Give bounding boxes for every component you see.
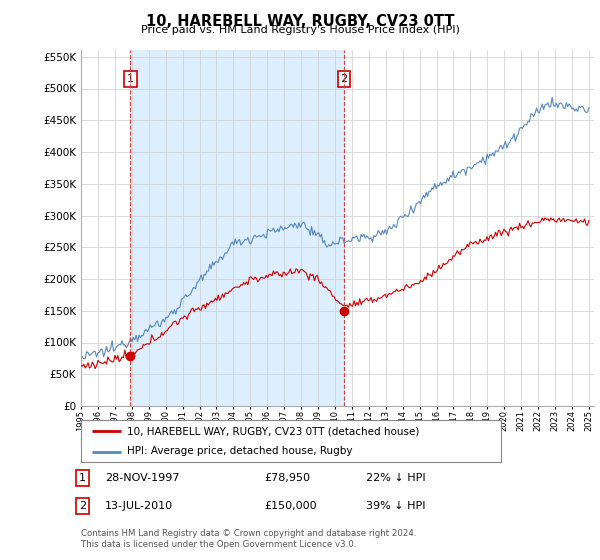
Text: 2: 2 [340, 74, 347, 84]
Text: £78,950: £78,950 [264, 473, 310, 483]
Text: HPI: Average price, detached house, Rugby: HPI: Average price, detached house, Rugb… [127, 446, 353, 456]
Text: 39% ↓ HPI: 39% ↓ HPI [366, 501, 425, 511]
Text: Contains HM Land Registry data © Crown copyright and database right 2024.
This d: Contains HM Land Registry data © Crown c… [81, 529, 416, 549]
Text: 28-NOV-1997: 28-NOV-1997 [105, 473, 179, 483]
Text: 1: 1 [79, 473, 86, 483]
Text: 2: 2 [79, 501, 86, 511]
Text: 10, HAREBELL WAY, RUGBY, CV23 0TT: 10, HAREBELL WAY, RUGBY, CV23 0TT [146, 14, 454, 29]
Text: 22% ↓ HPI: 22% ↓ HPI [366, 473, 425, 483]
Text: 10, HAREBELL WAY, RUGBY, CV23 0TT (detached house): 10, HAREBELL WAY, RUGBY, CV23 0TT (detac… [127, 426, 419, 436]
Bar [130, 50, 344, 406]
Text: 13-JUL-2010: 13-JUL-2010 [105, 501, 173, 511]
Text: £150,000: £150,000 [264, 501, 317, 511]
Text: 1: 1 [127, 74, 134, 84]
Text: Price paid vs. HM Land Registry's House Price Index (HPI): Price paid vs. HM Land Registry's House … [140, 25, 460, 35]
